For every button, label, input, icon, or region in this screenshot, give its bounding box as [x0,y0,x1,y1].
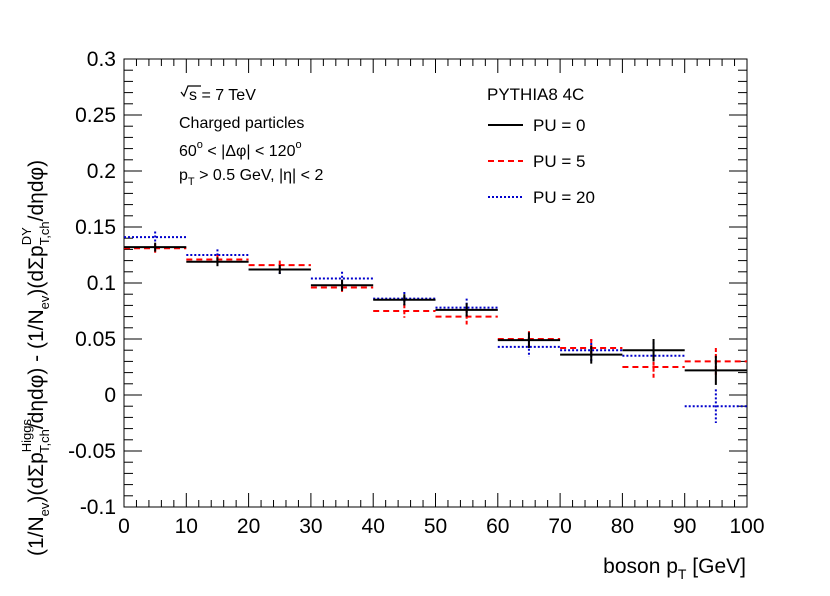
sqrt-s-text: s = 7 TeV [189,87,256,104]
dphi-sup1: o [197,139,203,151]
y-tick-label: 0.3 [87,48,116,71]
y-tick-label: -0.05 [68,440,116,463]
x-tick-label: 70 [548,515,571,538]
x-tick-labels: 0 10 20 30 40 50 60 70 80 90 100 [118,515,764,538]
legend-label: PU = 20 [533,188,595,207]
y-axis-title-group: (1/Nev)(dΣpHiggs T,ch/dηdφ) - (1/Nev)(dΣp… [19,160,52,556]
x-tick-label: 80 [611,515,634,538]
legend-title: PYTHIA8 4C [487,85,584,104]
legend-entries: PU = 0 PU = 5 PU = 20 [488,116,595,207]
pt-cut-label: pT > 0.5 GeV, |η| < 2 [179,167,323,188]
series-pu-0 [124,242,747,385]
axis-ticks [123,58,748,508]
y-tick-label: 0.25 [75,104,116,127]
x-tick-label: 50 [424,515,447,538]
legend-label: PU = 0 [533,116,585,135]
x-tick-label: 30 [299,515,322,538]
charged-particles-label: Charged particles [179,115,304,132]
x-axis-title: boson pT [GeV] [603,555,746,582]
y-tick-label: 0.05 [75,328,116,351]
x-tick-label: 0 [118,515,130,538]
dphi-b: < |Δφ| < 120 [203,143,296,160]
y-axis-title: (1/Nev)(dΣpHiggs T,ch/dηdφ) - (1/Nev)(dΣp… [19,160,52,556]
x-title-sub: T [678,566,687,582]
x-title-unit: [GeV] [686,555,746,578]
x-tick-label: 40 [362,515,385,538]
series-layer [124,231,747,423]
x-tick-label: 100 [729,515,764,538]
y-tick-label: 0.1 [87,272,116,295]
y-tick-label: 0.2 [87,160,116,183]
x-tick-label: 10 [175,515,198,538]
x-tick-label: 20 [237,515,260,538]
sqrt-s-label: s = 7 TeV [180,85,256,104]
dphi-a: 60 [179,143,197,160]
y-tick-label: 0.15 [75,216,116,239]
annotations: s = 7 TeV Charged particles 60o < |Δφ| <… [179,85,323,188]
pt-sub: T [188,176,195,188]
y-tick-label: 0 [104,384,116,407]
legend: PYTHIA8 4C PU = 0 PU = 5 PU = 20 [487,85,595,207]
pt-a: p [179,167,188,184]
x-title-main: boson p [603,555,678,578]
dphi-label: 60o < |Δφ| < 120o [179,139,302,160]
pt-b: > 0.5 GeV, |η| < 2 [195,167,324,184]
y-tick-labels: -0.1 -0.05 0 0.05 0.1 0.15 0.2 0.25 0.3 [68,48,116,519]
dphi-sup2: o [295,139,301,151]
y-tick-label: -0.1 [80,496,116,519]
x-tick-label: 60 [486,515,509,538]
legend-label: PU = 5 [533,152,585,171]
x-tick-label: 90 [673,515,696,538]
sqrt-icon [180,85,201,98]
